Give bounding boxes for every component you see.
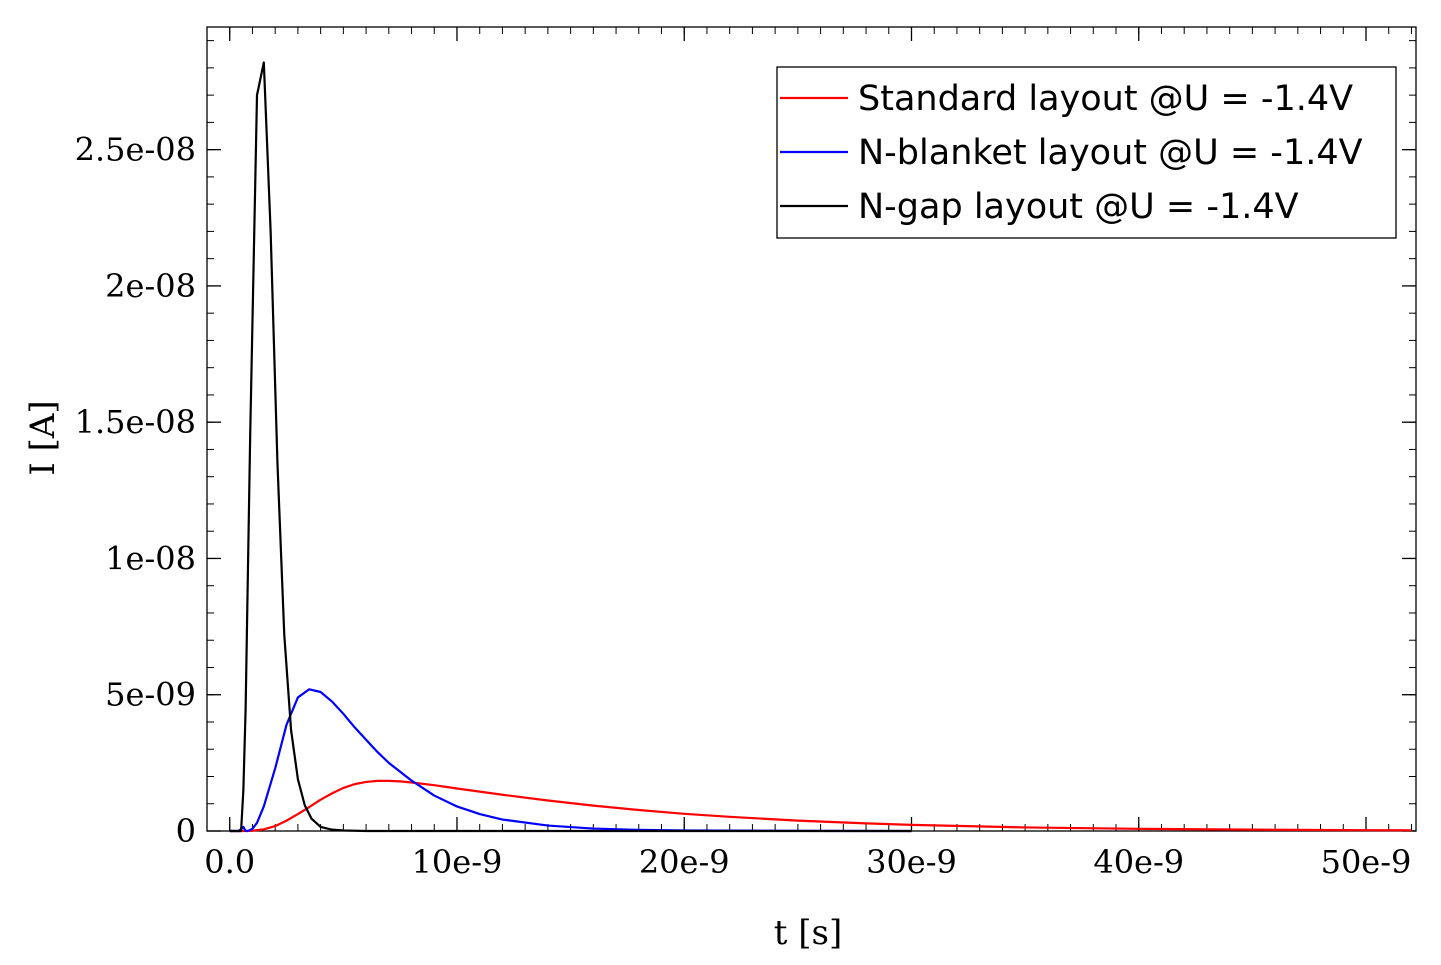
y-tick-label: 2.5e-08 xyxy=(75,131,196,169)
y-tick-label: 2e-08 xyxy=(105,267,196,305)
y-tick-label: 1.5e-08 xyxy=(75,403,196,441)
x-axis-ticks: 0.0 10e-9 20e-9 30e-9 40e-9 50e-9 xyxy=(204,27,1412,881)
y-tick-label: 0 xyxy=(176,812,196,850)
series-line-2 xyxy=(229,688,912,833)
legend-label: Standard layout @U = -1.4V xyxy=(858,79,1353,119)
legend-box xyxy=(776,66,1397,239)
series-line-3 xyxy=(229,61,912,833)
x-tick-label: 20e-9 xyxy=(639,843,730,881)
legend-label: N-gap layout @U = -1.4V xyxy=(858,187,1299,227)
x-tick-label: 30e-9 xyxy=(866,843,957,881)
series-layer xyxy=(229,61,1412,833)
y-axis-ticks: 0 5e-09 1e-08 1.5e-08 2e-08 2.5e-08 xyxy=(75,40,1416,850)
x-axis-title: t [s] xyxy=(774,913,842,953)
y-tick-label: 1e-08 xyxy=(105,539,196,577)
y-axis-title: I [A] xyxy=(23,400,63,475)
x-tick-label: 40e-9 xyxy=(1093,843,1184,881)
x-tick-label: 50e-9 xyxy=(1321,843,1412,881)
legend: Standard layout @U = -1.4V N-blanket layo… xyxy=(776,66,1397,239)
x-tick-label: 0.0 xyxy=(204,843,255,881)
legend-label: N-blanket layout @U = -1.4V xyxy=(858,133,1363,173)
series-line-1 xyxy=(229,779,1412,833)
x-tick-label: 10e-9 xyxy=(412,843,503,881)
y-tick-label: 5e-09 xyxy=(105,676,196,714)
